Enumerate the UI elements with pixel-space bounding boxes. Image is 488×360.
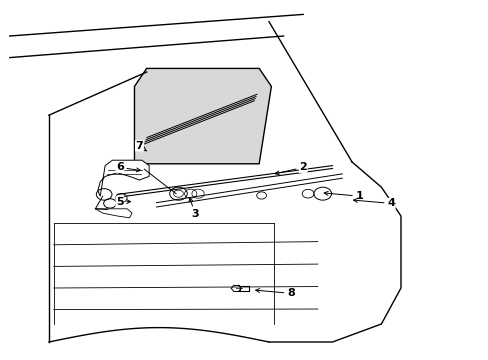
Polygon shape [134, 68, 271, 164]
Text: 2: 2 [275, 162, 306, 175]
Polygon shape [95, 209, 132, 218]
Text: 1: 1 [324, 191, 363, 201]
Text: 6: 6 [116, 162, 140, 172]
Text: 4: 4 [353, 198, 394, 208]
Text: 8: 8 [255, 288, 294, 298]
Text: 3: 3 [189, 198, 199, 219]
Text: 7: 7 [135, 141, 146, 151]
Text: 5: 5 [116, 197, 130, 207]
Polygon shape [98, 160, 149, 196]
